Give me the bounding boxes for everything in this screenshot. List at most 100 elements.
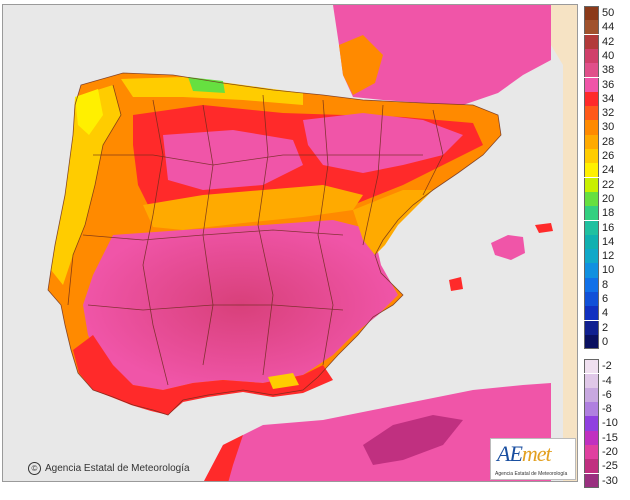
aemet-logo: AEmet Agencia Estatal de Meteorología bbox=[490, 438, 576, 480]
asturias-cool-area bbox=[188, 77, 225, 93]
legend-step: 12 bbox=[584, 249, 628, 264]
galicia-coast bbox=[75, 89, 103, 135]
legend-label: 42 bbox=[602, 35, 615, 48]
legend-label: 16 bbox=[602, 221, 615, 234]
legend-label: -4 bbox=[602, 374, 612, 387]
legend-label: 44 bbox=[602, 21, 615, 34]
france-region bbox=[333, 5, 551, 105]
legend-swatch bbox=[584, 430, 599, 445]
legend-step: 4 bbox=[584, 306, 628, 321]
legend-swatch bbox=[584, 473, 599, 488]
legend-step: 22 bbox=[584, 177, 628, 192]
legend-swatch bbox=[584, 120, 599, 135]
legend-step: 16 bbox=[584, 220, 628, 235]
legend-swatch bbox=[584, 373, 599, 388]
province-borders bbox=[47, 72, 502, 416]
legend-swatch bbox=[584, 177, 599, 192]
legend-label: 0 bbox=[602, 335, 609, 348]
legend-step: -4 bbox=[584, 373, 628, 388]
legend-label: -15 bbox=[602, 431, 618, 444]
legend-step: 2 bbox=[584, 320, 628, 335]
legend-label: 40 bbox=[602, 49, 615, 62]
legend-step: 20 bbox=[584, 191, 628, 207]
legend-swatch bbox=[584, 48, 599, 64]
temperature-map bbox=[2, 4, 578, 482]
legend-step: 6 bbox=[584, 292, 628, 307]
legend-swatch bbox=[584, 163, 599, 178]
copyright-icon: © bbox=[28, 462, 41, 475]
legend-label: 24 bbox=[602, 164, 615, 177]
legend-step: -25 bbox=[584, 459, 628, 474]
legend-step: 36 bbox=[584, 77, 628, 92]
aemet-logo-subtext: Agencia Estatal de Meteorología bbox=[495, 471, 568, 477]
legend-label: 8 bbox=[602, 278, 609, 291]
galicia-portugal-coast bbox=[51, 85, 121, 285]
legend-label: 18 bbox=[602, 207, 615, 220]
legend-step: 28 bbox=[584, 134, 628, 149]
legend-label: 32 bbox=[602, 107, 615, 120]
legend-label: -20 bbox=[602, 446, 618, 458]
legend-swatch bbox=[584, 91, 599, 106]
agency-credit: © Agencia Estatal de Meteorología bbox=[28, 462, 190, 475]
legend-swatch bbox=[584, 402, 599, 417]
legend-label: 14 bbox=[602, 235, 615, 248]
legend-swatch bbox=[584, 34, 599, 49]
levante-coast bbox=[353, 190, 433, 255]
legend-swatch bbox=[584, 134, 599, 149]
north-africa-region bbox=[204, 383, 551, 481]
legend-swatch bbox=[584, 20, 599, 35]
menorca-island bbox=[535, 223, 553, 233]
legend-swatch bbox=[584, 77, 599, 92]
legend-swatch bbox=[584, 359, 599, 374]
legend-step: 14 bbox=[584, 234, 628, 249]
legend-label: -10 bbox=[602, 417, 618, 430]
legend-swatch bbox=[584, 292, 599, 307]
legend-step: -20 bbox=[584, 445, 628, 460]
legend-swatch bbox=[584, 263, 599, 278]
legend-step: 26 bbox=[584, 149, 628, 164]
legend-label: 28 bbox=[602, 135, 615, 148]
atlas-mountains-cool bbox=[363, 415, 463, 465]
credit-text: Agencia Estatal de Meteorología bbox=[45, 463, 190, 474]
legend-swatch bbox=[584, 220, 599, 235]
legend-label: -8 bbox=[602, 403, 612, 416]
legend-step: 24 bbox=[584, 163, 628, 178]
legend-step: 42 bbox=[584, 34, 628, 49]
legend-step: 44 bbox=[584, 20, 628, 35]
legend-step: 38 bbox=[584, 63, 628, 78]
legend-swatch bbox=[584, 387, 599, 402]
legend-swatch bbox=[584, 306, 599, 321]
legend-label: 26 bbox=[602, 150, 615, 162]
legend-label: 4 bbox=[602, 307, 609, 320]
legend-label: 34 bbox=[602, 92, 615, 105]
legend-step: -15 bbox=[584, 430, 628, 445]
legend-label: 22 bbox=[602, 178, 615, 191]
legend-swatch bbox=[584, 191, 599, 207]
legend-label: -30 bbox=[602, 474, 618, 487]
legend-label: 12 bbox=[602, 250, 615, 263]
legend-step: 40 bbox=[584, 48, 628, 64]
mallorca-island bbox=[491, 235, 525, 260]
legend-label: 6 bbox=[602, 293, 609, 305]
legend-step: -2 bbox=[584, 359, 628, 374]
legend-step: -8 bbox=[584, 402, 628, 417]
aemet-logo-word: AEmet bbox=[497, 441, 552, 466]
legend-swatch bbox=[584, 234, 599, 249]
legend-step: 30 bbox=[584, 120, 628, 135]
legend-step: -10 bbox=[584, 416, 628, 431]
legend-label: -25 bbox=[602, 460, 618, 473]
legend-label: 30 bbox=[602, 121, 615, 134]
legend-swatch bbox=[584, 277, 599, 292]
duero-basin bbox=[163, 130, 303, 190]
legend-step: 32 bbox=[584, 106, 628, 121]
legend-step: 50 bbox=[584, 6, 628, 21]
legend-swatch bbox=[584, 416, 599, 431]
legend-label: 38 bbox=[602, 64, 615, 77]
legend-label: 10 bbox=[602, 264, 615, 277]
legend-swatch bbox=[584, 206, 599, 221]
temperature-legend: 50 44 42 40 38 36 34 32 30 28 26 24 22 20 18 16 14 12 10 8 6… bbox=[584, 6, 628, 488]
legend-step: -6 bbox=[584, 387, 628, 402]
legend-step: 8 bbox=[584, 277, 628, 292]
legend-label: -2 bbox=[602, 360, 612, 373]
legend-label: 2 bbox=[602, 321, 609, 334]
